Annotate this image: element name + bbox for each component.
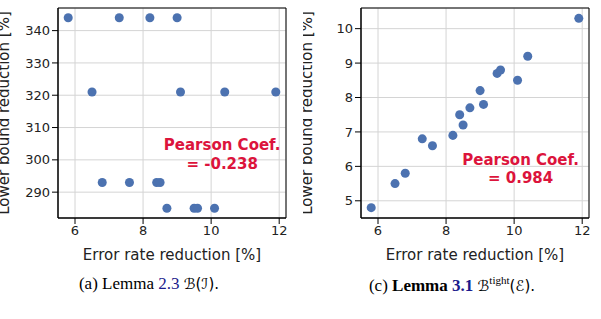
html-text:= -0.238: = -0.238 [186, 155, 258, 173]
html-text:(a) Lemma 2.3 ℬ (ℐ).: (a) Lemma 2.3 ℬ (ℐ). [78, 274, 220, 293]
svg-text:320: 320 [25, 88, 50, 103]
svg-text:300: 300 [25, 152, 50, 167]
html-text:Pearson Coef.: Pearson Coef. [462, 150, 579, 169]
svg-text:12: 12 [574, 223, 591, 238]
svg-text:6: 6 [374, 223, 382, 238]
svg-text:10: 10 [506, 223, 523, 238]
svg-text:9: 9 [345, 56, 353, 71]
svg-text:310: 310 [25, 120, 50, 135]
svg-text:7: 7 [345, 125, 353, 140]
svg-text:8: 8 [442, 223, 450, 238]
html-text:Pearson Coef.: Pearson Coef. [163, 136, 281, 155]
svg-text:10: 10 [203, 223, 220, 238]
svg-text:12: 12 [271, 223, 288, 238]
svg-text:10: 10 [336, 21, 353, 36]
svg-text:330: 330 [25, 56, 50, 71]
svg-text:6: 6 [345, 159, 353, 174]
svg-text:Error rate reduction [%]: Error rate reduction [%] [83, 246, 261, 262]
svg-text:6: 6 [71, 223, 79, 238]
svg-text:5: 5 [345, 193, 353, 208]
html-text:= 0.984: = 0.984 [488, 169, 554, 188]
svg-text:290: 290 [25, 185, 50, 200]
svg-text:8: 8 [345, 90, 353, 105]
svg-text:340: 340 [25, 23, 50, 38]
html-text:(c) Lemma 3.1 ℬtight(ℰ).: (c) Lemma 3.1 ℬtight(ℰ). [368, 274, 536, 295]
svg-text:8: 8 [139, 223, 147, 238]
svg-text:Error rate reduction [%]: Error rate reduction [%] [386, 246, 564, 262]
svg-text:Lower bound reduction [%]: Lower bound reduction [%] [303, 11, 316, 215]
svg-text:Lower bound reduction [%]: Lower bound reduction [%] [8, 11, 13, 215]
